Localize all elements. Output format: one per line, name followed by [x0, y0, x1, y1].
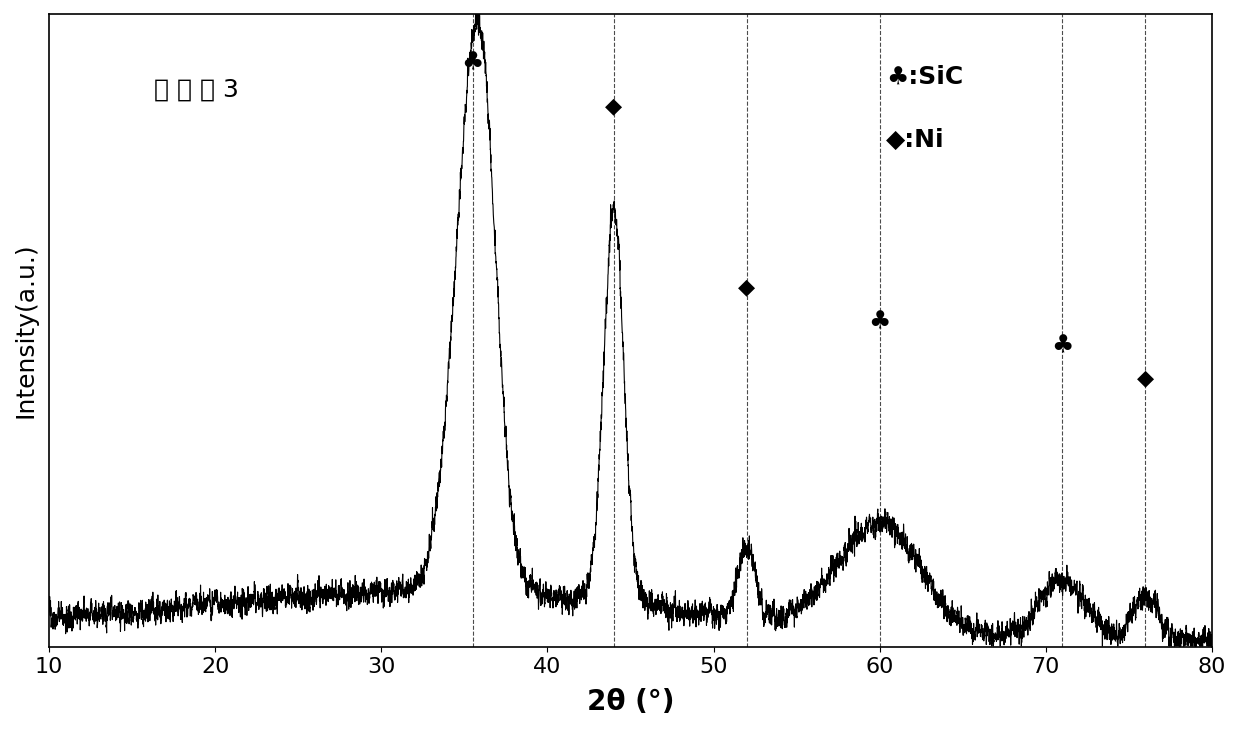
Text: 催 化 剂 3: 催 化 剂 3	[154, 77, 238, 101]
Text: ♣: ♣	[461, 50, 484, 74]
Text: ♣:SiC: ♣:SiC	[887, 64, 963, 88]
Y-axis label: Intensity(a.u.): Intensity(a.u.)	[14, 243, 38, 418]
Text: ◆: ◆	[605, 96, 622, 117]
Text: ◆:Ni: ◆:Ni	[887, 128, 945, 152]
Text: ◆: ◆	[738, 277, 755, 297]
Text: ♣: ♣	[1052, 334, 1074, 358]
Text: ◆: ◆	[1137, 368, 1154, 388]
Text: ♣: ♣	[868, 310, 890, 334]
X-axis label: 2θ (°): 2θ (°)	[587, 688, 675, 716]
